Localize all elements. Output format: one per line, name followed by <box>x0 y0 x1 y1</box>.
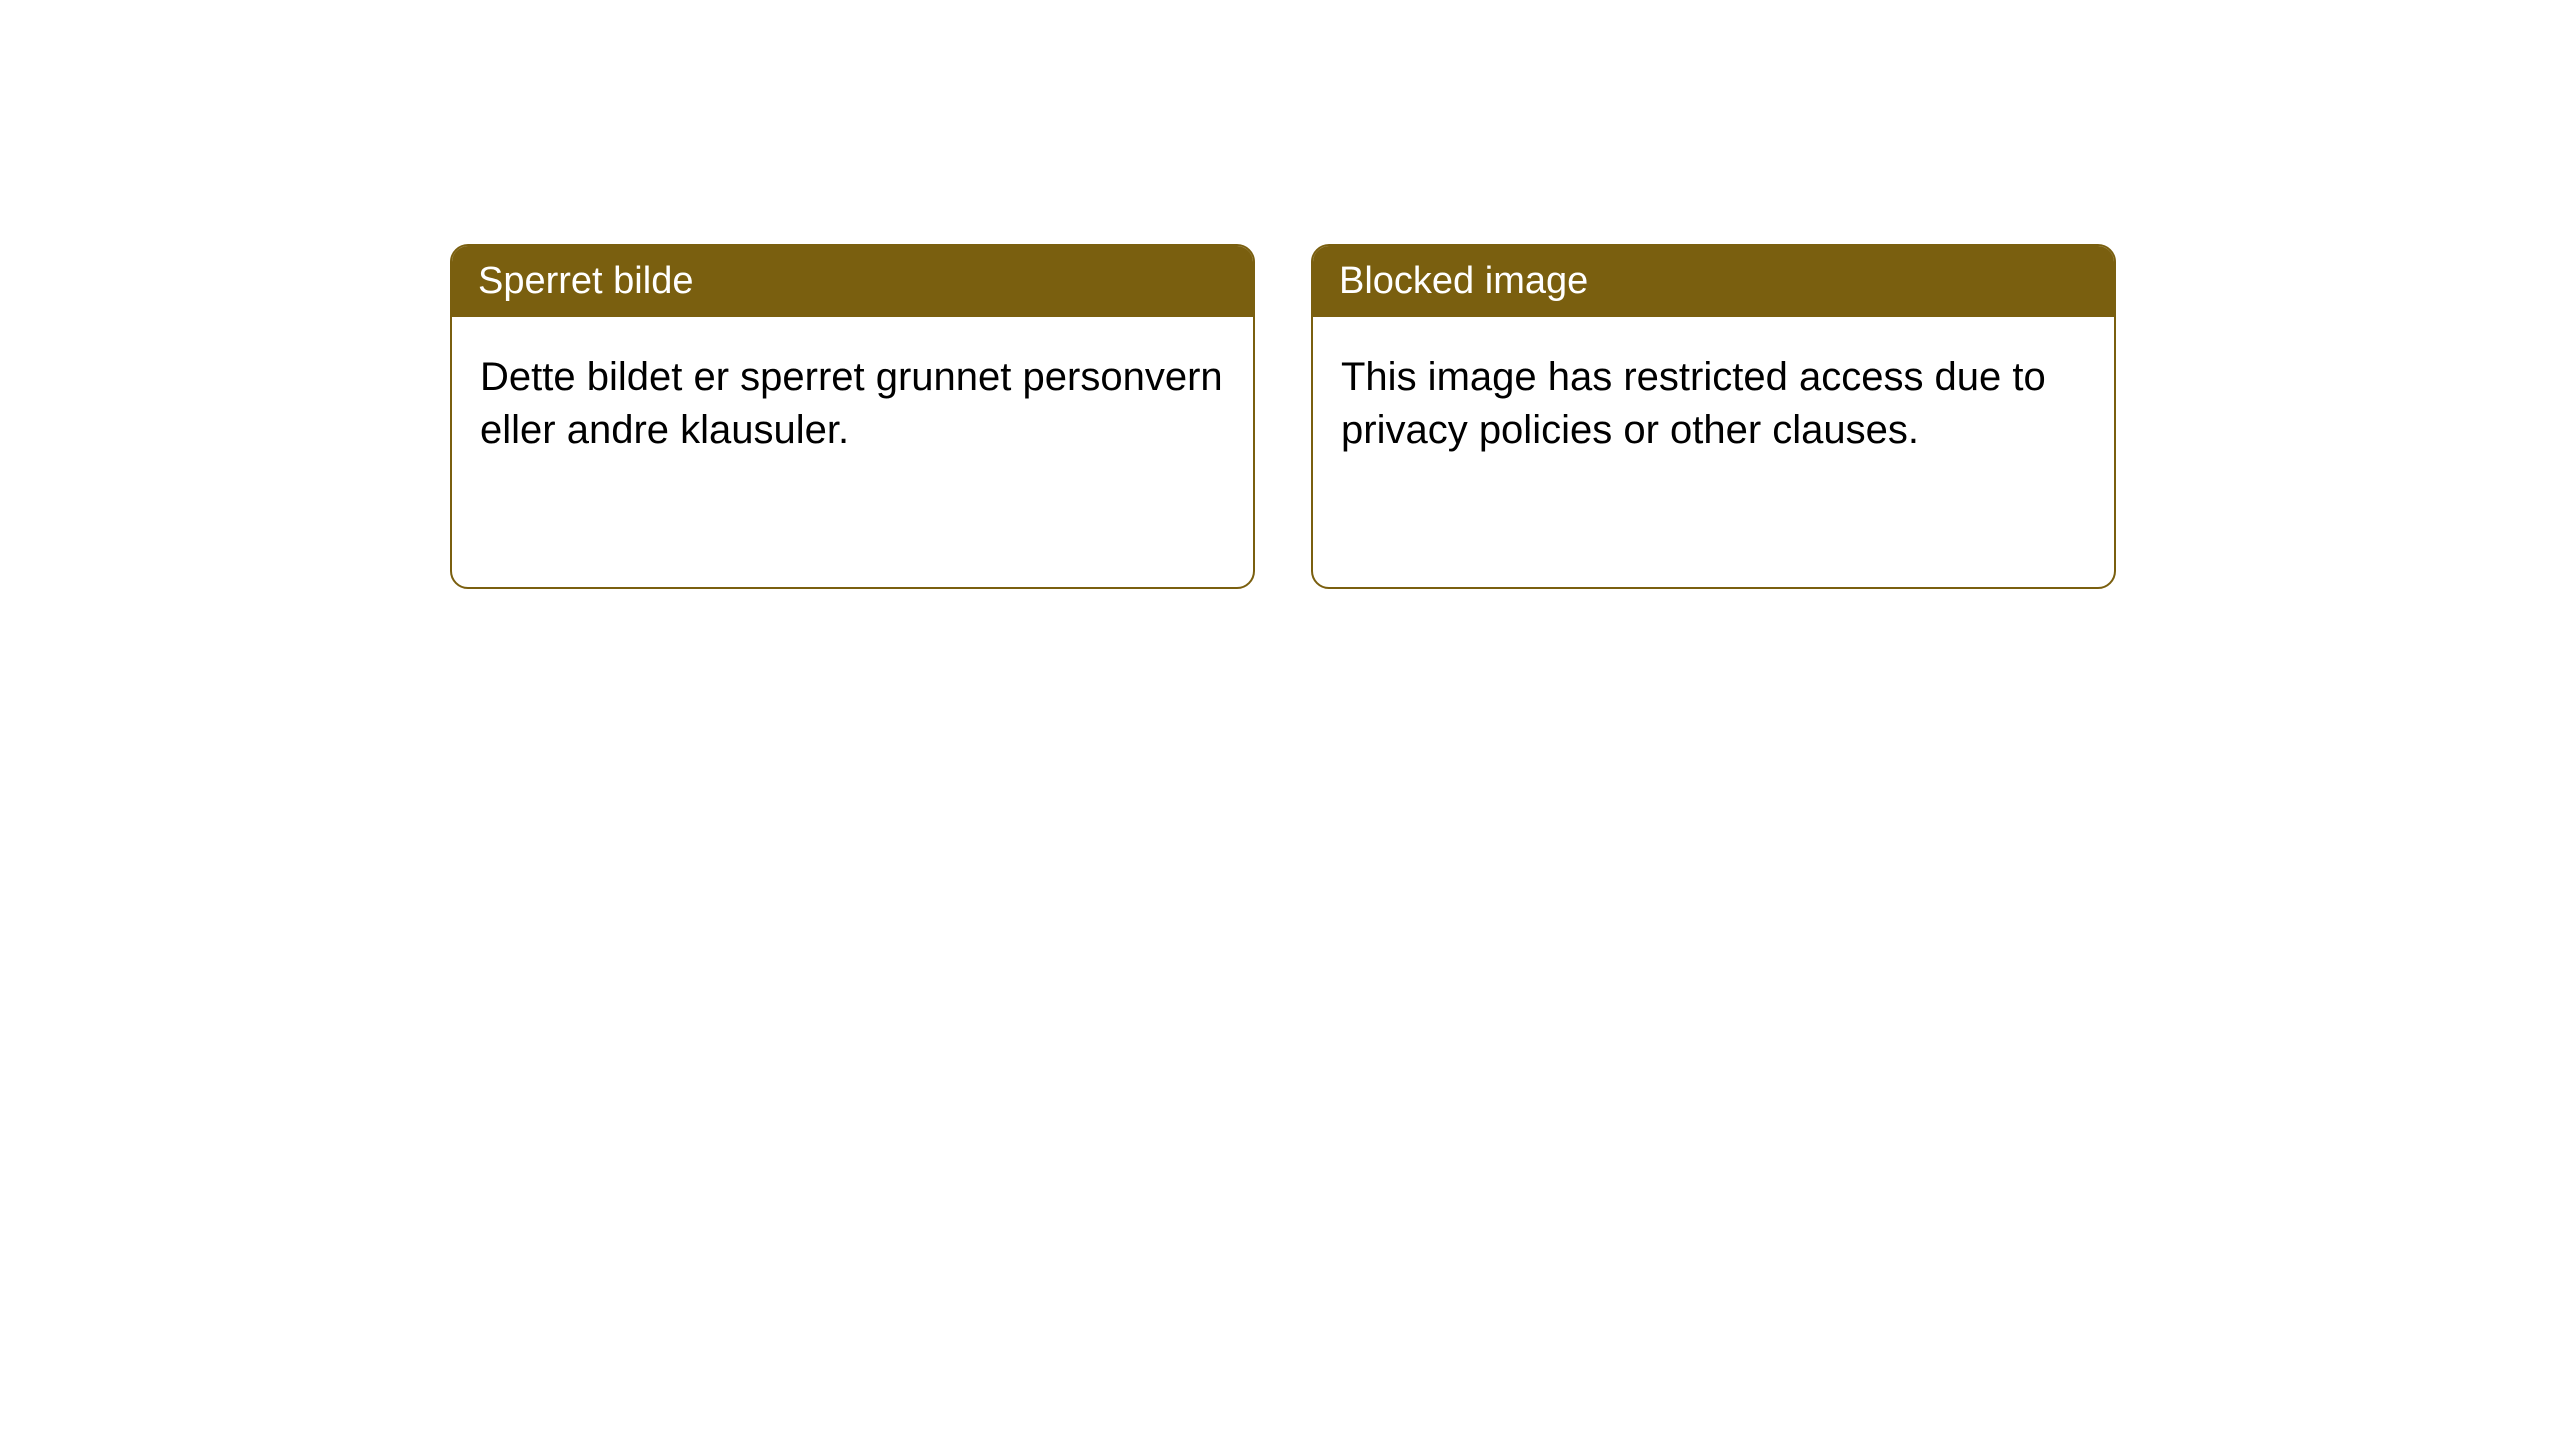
notice-card-header: Blocked image <box>1313 246 2114 317</box>
notice-card-body: This image has restricted access due to … <box>1313 317 2114 587</box>
notice-card-text: Dette bildet er sperret grunnet personve… <box>480 351 1225 457</box>
notice-card-body: Dette bildet er sperret grunnet personve… <box>452 317 1253 587</box>
notice-card-text: This image has restricted access due to … <box>1341 351 2086 457</box>
notice-card-no: Sperret bilde Dette bildet er sperret gr… <box>450 244 1255 589</box>
notice-card-title: Blocked image <box>1339 260 1588 302</box>
notice-card-header: Sperret bilde <box>452 246 1253 317</box>
notice-card-title: Sperret bilde <box>478 260 693 302</box>
notice-cards-container: Sperret bilde Dette bildet er sperret gr… <box>450 244 2116 589</box>
notice-card-en: Blocked image This image has restricted … <box>1311 244 2116 589</box>
